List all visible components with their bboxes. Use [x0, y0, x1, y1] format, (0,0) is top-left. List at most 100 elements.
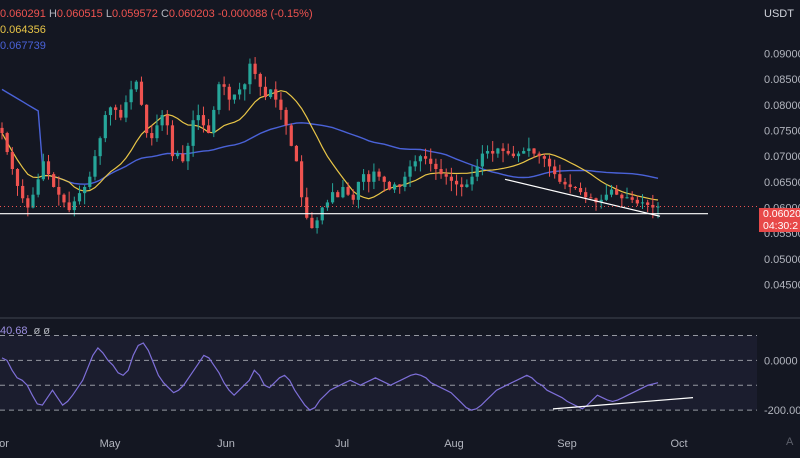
time-tick-label: Aug [444, 438, 464, 450]
candle [418, 156, 422, 162]
candle [501, 148, 505, 152]
candle [227, 86, 231, 100]
candle [398, 184, 402, 187]
candle [578, 188, 583, 193]
cci-legend: 40.68 ø ø [0, 325, 50, 337]
price-tick-label: 0.08500 [764, 74, 800, 86]
candle [640, 202, 645, 204]
price-tick-label: 0.06500 [764, 177, 800, 189]
high-label: H [48, 8, 57, 20]
candle [609, 189, 614, 195]
candle [620, 194, 624, 199]
candle [274, 89, 278, 100]
cci-band [0, 335, 757, 411]
candle [119, 109, 123, 118]
candle [356, 181, 361, 200]
candle [361, 174, 366, 182]
candle [532, 148, 536, 154]
candle [599, 199, 603, 203]
candle [511, 153, 515, 157]
candle [594, 198, 598, 203]
trendline [504, 178, 661, 217]
candle [232, 94, 237, 100]
price-pane[interactable] [0, 57, 757, 234]
candle [253, 63, 257, 74]
candle [21, 185, 25, 199]
candle [26, 198, 30, 208]
candle [0, 127, 4, 134]
candle [5, 133, 9, 153]
cci-line [1, 342, 659, 411]
candle [310, 217, 314, 229]
candle [625, 197, 629, 199]
candle [382, 176, 386, 182]
candle [635, 199, 639, 204]
candle [325, 202, 330, 208]
candle [145, 104, 149, 134]
candle [465, 184, 469, 187]
candle [372, 171, 376, 182]
candle [403, 176, 407, 187]
cci-value: 40.68 [0, 325, 28, 337]
candle [238, 89, 242, 95]
candle [346, 186, 350, 195]
price-tick-label: 0.04500 [764, 280, 800, 292]
candle [553, 166, 557, 175]
close-label: C [160, 8, 169, 20]
candle [491, 151, 495, 154]
candle [563, 181, 567, 185]
candle [315, 220, 319, 229]
candle [212, 109, 216, 134]
candle [299, 161, 304, 198]
auto-scale-button[interactable]: A [786, 436, 794, 448]
candle [222, 84, 226, 87]
candle [537, 153, 541, 157]
candle [165, 115, 169, 126]
time-tick-label: Sep [557, 438, 577, 450]
ma-short-line [1, 90, 659, 201]
candle [413, 161, 417, 167]
price-tick-label: 0.09000 [764, 48, 800, 60]
cci-pane[interactable] [0, 335, 757, 411]
ma-long-legend: 0.067739 [0, 40, 46, 52]
price-tick-label: 0.07000 [764, 151, 800, 163]
cci-tick-label: -200.00 [764, 405, 800, 417]
currency-label: USDT [764, 8, 794, 20]
candle [589, 197, 593, 199]
ma-long-line [1, 88, 659, 185]
candle [516, 153, 521, 157]
candle [439, 169, 443, 175]
candle [52, 174, 56, 187]
candle [444, 174, 448, 177]
candle [15, 169, 20, 186]
candle [542, 156, 546, 159]
candle [46, 161, 51, 175]
candle [449, 176, 453, 181]
candle [630, 197, 634, 200]
candle [454, 180, 459, 185]
candle [429, 158, 433, 164]
candle [98, 138, 102, 157]
time-tick-label: or [0, 438, 9, 450]
last-price: 0.06020 [763, 208, 800, 220]
candle [496, 148, 500, 154]
bar-countdown: 04:30:2 [763, 220, 799, 232]
candle [83, 186, 87, 194]
price-tick-label: 0.05000 [764, 254, 800, 266]
candle [470, 176, 474, 185]
candle [367, 174, 371, 182]
price-tick-label: 0.07500 [764, 125, 800, 137]
candle [351, 194, 355, 200]
candle [191, 120, 195, 146]
candle [114, 107, 118, 110]
candle [387, 181, 392, 190]
time-tick-label: Jun [217, 438, 235, 450]
candle [150, 133, 154, 139]
candle [341, 186, 345, 198]
candle [656, 206, 660, 208]
candle [196, 115, 200, 121]
candle [31, 194, 35, 208]
candle [181, 153, 185, 162]
candle [243, 84, 247, 90]
